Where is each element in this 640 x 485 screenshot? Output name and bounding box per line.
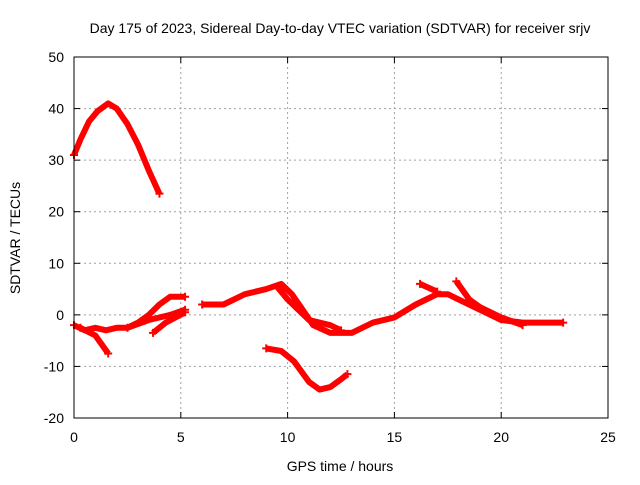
series-group (70, 100, 568, 393)
point-marker (452, 277, 461, 286)
point-marker (343, 370, 352, 379)
series-band-mid-2 (274, 284, 343, 334)
point-marker (104, 349, 113, 358)
x-tick-label: 10 (280, 429, 296, 445)
point-marker (559, 318, 568, 327)
series-band-right-2 (418, 281, 439, 295)
point-marker (518, 321, 527, 330)
ticks: 0 5 10 15 20 25 -20 -10 0 10 20 30 40 50 (44, 49, 616, 445)
point-marker (149, 328, 158, 337)
x-tick-label: 0 (70, 429, 78, 445)
point-marker (262, 344, 271, 353)
point-marker (416, 279, 425, 288)
point-marker (198, 300, 207, 309)
chart-title: Day 175 of 2023, Sidereal Day-to-day VTE… (90, 20, 591, 36)
y-tick-label: -10 (44, 358, 64, 374)
series-band-left-3 (151, 309, 187, 336)
y-tick-label: 20 (48, 204, 64, 220)
point-marker (272, 282, 281, 291)
x-tick-label: 20 (493, 429, 509, 445)
series-arc-early (71, 100, 163, 195)
y-axis-label: SDTVAR / TECUs (7, 182, 23, 294)
series-band-right-3 (453, 279, 524, 329)
x-axis-label: GPS time / hours (287, 458, 394, 474)
point-marker (433, 287, 442, 296)
series-band-main (202, 280, 564, 336)
y-tick-label: -20 (44, 410, 64, 426)
series-branch-down (79, 325, 111, 356)
x-tick-label: 15 (387, 429, 403, 445)
series-band-left-2 (126, 306, 187, 331)
point-marker (181, 308, 190, 317)
point-marker (337, 326, 345, 335)
point-marker (155, 189, 164, 198)
point-marker (76, 323, 85, 332)
x-tick-label: 25 (600, 429, 616, 445)
point-marker (181, 292, 190, 301)
point-marker (123, 323, 132, 332)
y-tick-label: 40 (48, 101, 64, 117)
x-tick-label: 5 (177, 429, 185, 445)
y-tick-label: 50 (48, 49, 64, 65)
grid (74, 57, 608, 418)
y-tick-label: 30 (48, 152, 64, 168)
series-dip-arc (265, 345, 350, 393)
y-tick-label: 10 (48, 255, 64, 271)
y-tick-label: 0 (56, 307, 64, 323)
plot-frame (73, 56, 609, 419)
